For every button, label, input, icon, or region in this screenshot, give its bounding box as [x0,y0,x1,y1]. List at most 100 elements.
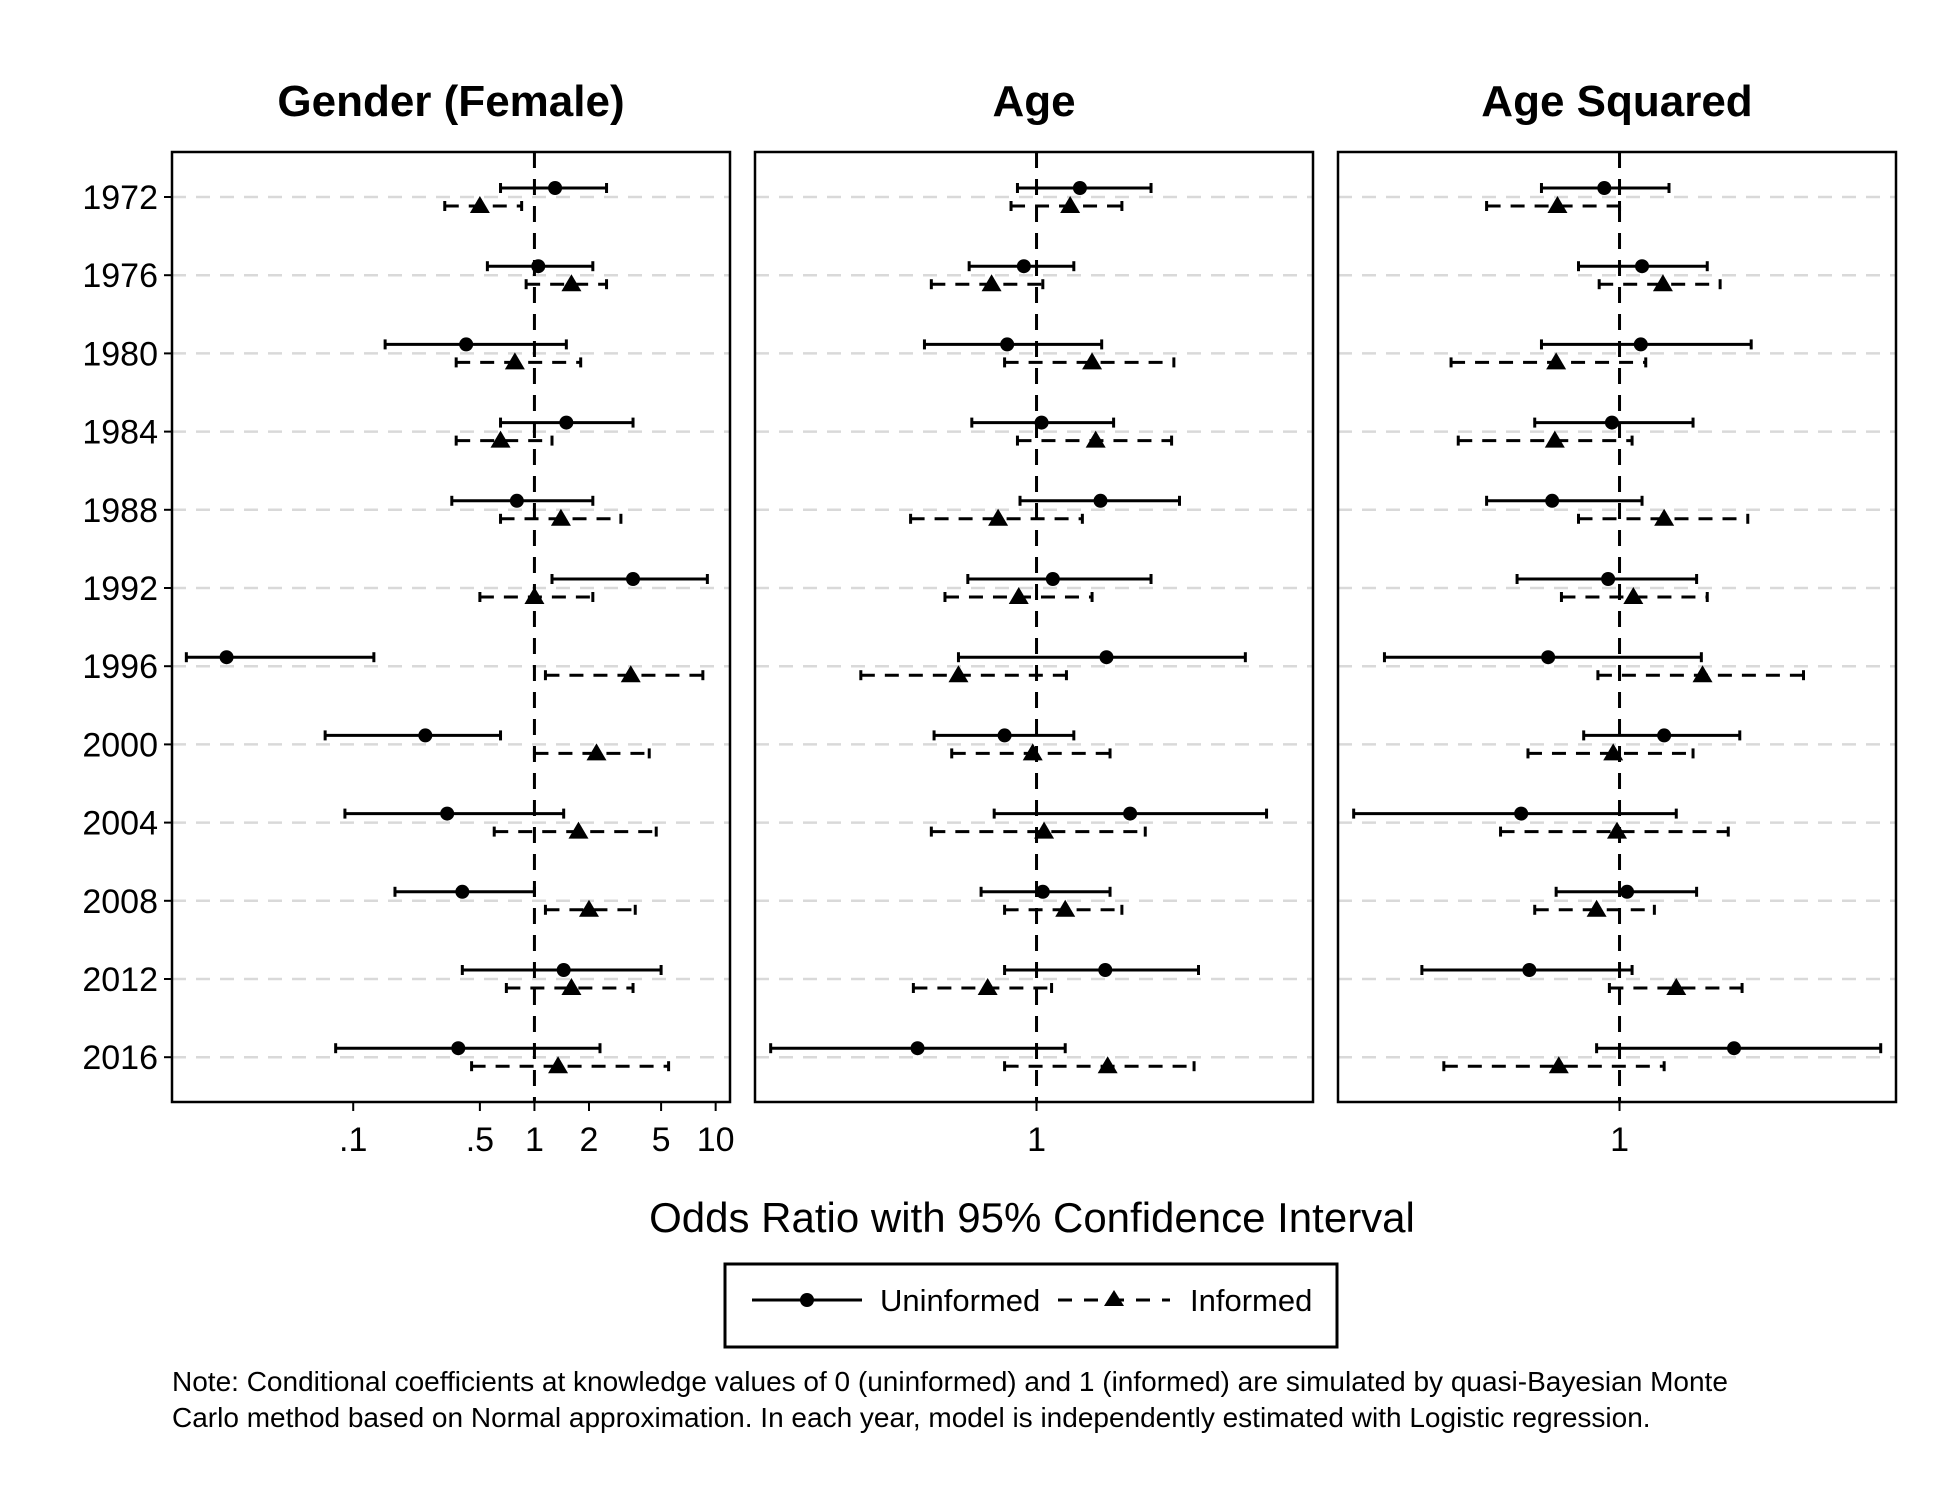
point-2-informed-1992 [1623,587,1644,604]
point-0-informed-2012 [561,978,582,995]
point-0-informed-1980 [504,352,525,370]
point-1-uninformed-1984 [1034,415,1049,430]
y-tick-label-1972: 1972 [82,179,158,217]
point-2-informed-2012 [1666,978,1687,995]
point-1-informed-1980 [1082,352,1103,370]
x-tick-label-0-5: 5 [652,1121,671,1159]
point-0-uninformed-2000 [418,728,433,743]
point-0-uninformed-1996 [219,650,234,665]
point-0-uninformed-1976 [531,259,546,274]
point-2-uninformed-1996 [1541,650,1556,665]
x-tick-label-0-10: 10 [697,1121,735,1159]
y-tick-label-1988: 1988 [82,492,158,530]
point-1-uninformed-2004 [1123,806,1138,821]
legend-box [723,1262,1339,1349]
y-tick-label-2004: 2004 [82,805,158,843]
y-tick-label-2016: 2016 [82,1039,158,1077]
point-1-informed-1984 [1085,430,1106,448]
point-2-uninformed-1988 [1545,493,1560,508]
point-0-informed-1992 [524,587,545,604]
point-2-informed-1996 [1692,665,1713,683]
point-2-informed-1976 [1652,274,1673,292]
point-0-uninformed-1980 [459,337,474,352]
point-2-uninformed-1980 [1633,337,1648,352]
point-1-informed-1976 [981,274,1002,292]
point-2-informed-2008 [1586,899,1607,917]
y-tick-label-2000: 2000 [82,726,158,764]
point-0-informed-1996 [620,665,641,683]
x-tick-label-0-.1: .1 [339,1121,367,1159]
panels-layer: 1972 1976 1980 1984 1988 1992 1996 2000 2004 2008… [82,77,1898,1159]
y-tick-label-1976: 1976 [82,257,158,295]
legend: Uninformed Informed [723,1262,1339,1349]
point-1-uninformed-2016 [910,1041,925,1056]
point-1-uninformed-2012 [1098,963,1113,977]
point-0-uninformed-2008 [455,884,470,899]
x-tick-label-0-1: 1 [525,1121,544,1159]
point-2-uninformed-2008 [1620,884,1635,899]
point-1-uninformed-1988 [1093,493,1108,508]
y-tick-label-1996: 1996 [82,648,158,686]
x-tick-label-2-1: 1 [1610,1121,1629,1159]
point-0-uninformed-2004 [440,806,455,821]
point-2-informed-1988 [1654,508,1675,526]
legend-uninformed-marker [800,1293,814,1307]
point-1-informed-1996 [948,665,969,683]
panel-frame-0 [170,150,732,1104]
point-0-uninformed-2012 [556,963,571,977]
legend-uninformed-label: Uninformed [880,1283,1040,1318]
point-2-uninformed-2012 [1522,963,1537,977]
point-2-informed-2000 [1603,743,1624,761]
point-1-uninformed-1992 [1045,572,1060,586]
point-2-uninformed-1972 [1597,181,1612,195]
point-1-uninformed-2008 [1035,884,1050,899]
legend-informed-marker [1104,1290,1124,1306]
point-1-uninformed-1996 [1099,650,1114,665]
y-tick-label-1980: 1980 [82,335,158,373]
point-1-uninformed-1976 [1016,259,1031,274]
legend-informed-label: Informed [1190,1283,1312,1318]
point-0-informed-2000 [586,743,607,761]
point-1-uninformed-2000 [997,728,1012,743]
x-axis-label: Odds Ratio with 95% Confidence Interval [649,1194,1415,1241]
point-0-uninformed-1972 [548,181,563,195]
point-2-uninformed-1992 [1601,572,1616,586]
point-1-informed-2004 [1034,821,1055,839]
point-2-informed-1984 [1544,430,1565,448]
point-2-uninformed-2004 [1514,806,1529,821]
y-tick-label-1992: 1992 [82,570,158,608]
point-1-informed-2012 [977,978,998,995]
point-2-uninformed-2016 [1727,1041,1742,1056]
point-2-informed-2004 [1607,821,1628,839]
point-0-informed-2004 [568,821,589,839]
point-2-informed-1972 [1547,196,1568,213]
x-tick-label-1-1: 1 [1027,1121,1046,1159]
x-tick-label-0-2: 2 [580,1121,599,1159]
point-0-uninformed-2016 [451,1041,466,1056]
point-0-uninformed-1984 [559,415,574,430]
point-0-informed-2016 [548,1056,569,1074]
x-tick-label-0-.5: .5 [466,1121,494,1159]
point-2-informed-2016 [1548,1056,1569,1074]
point-1-informed-2008 [1055,899,1076,917]
point-2-uninformed-2000 [1657,728,1672,743]
point-0-informed-1988 [550,508,571,526]
point-0-informed-2008 [578,899,599,917]
point-2-uninformed-1984 [1604,415,1619,430]
panel-frame-2 [1336,150,1898,1104]
point-1-informed-1992 [1008,587,1029,604]
point-1-informed-2000 [1022,743,1043,761]
point-1-informed-1972 [1060,196,1081,213]
point-0-informed-1984 [490,430,511,448]
panel-title-0: Gender (Female) [277,77,624,126]
point-2-uninformed-1976 [1635,259,1650,274]
point-1-uninformed-1980 [1000,337,1015,352]
point-0-informed-1976 [561,274,582,292]
point-0-informed-1972 [469,196,490,213]
panel-title-2: Age Squared [1481,77,1752,126]
point-1-uninformed-1972 [1072,181,1087,195]
point-0-uninformed-1988 [509,493,524,508]
y-tick-label-2008: 2008 [82,883,158,921]
y-tick-label-2012: 2012 [82,961,158,999]
